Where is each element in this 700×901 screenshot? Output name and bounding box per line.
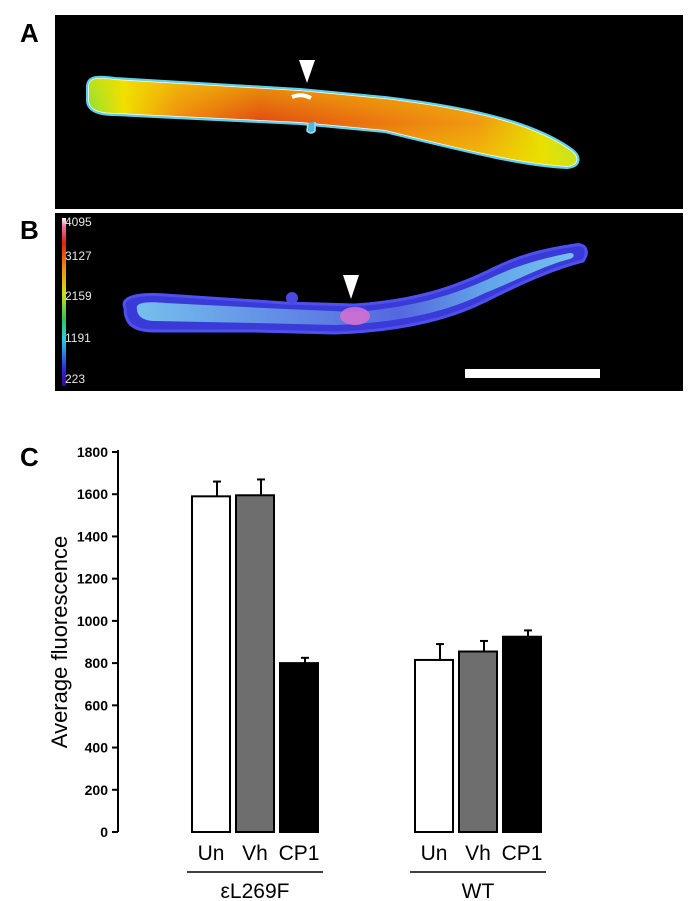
colorbar-label-3127: 3127 xyxy=(65,249,92,263)
bar-WT-Un xyxy=(414,658,454,833)
cell-a xyxy=(86,75,580,169)
category-label: Vh xyxy=(465,842,491,865)
colorbar xyxy=(62,218,66,386)
y-tick-label: 1400 xyxy=(77,528,108,544)
panel-a-micrograph xyxy=(55,15,683,209)
category-label: CP1 xyxy=(279,842,320,865)
y-tick-label: 1000 xyxy=(77,613,108,629)
bar-εL269F-Vh xyxy=(235,494,275,834)
y-tick-label: 200 xyxy=(85,782,109,798)
colorbar-label-1191: 1191 xyxy=(65,331,91,345)
colorbar-label-223: 223 xyxy=(65,372,86,386)
panel-b-micrograph: 4095 3127 2159 1191 223 xyxy=(55,213,683,391)
y-tick-label: 0 xyxy=(100,824,108,840)
scale-bar xyxy=(465,369,600,378)
y-axis-label: Average fluorescence xyxy=(47,536,72,748)
colorbar-label-2159: 2159 xyxy=(65,289,92,303)
bar-WT-Vh xyxy=(458,650,498,833)
panel-a-label: A xyxy=(20,18,39,48)
arrowhead-a xyxy=(299,60,315,83)
y-tick-label: 800 xyxy=(85,655,109,671)
y-tick-label: 1600 xyxy=(77,486,108,502)
bar-εL269F-Un xyxy=(191,495,231,833)
group-label: εL269F xyxy=(221,880,290,901)
y-tick-label: 1800 xyxy=(77,444,108,460)
bar-chart: 0 200 400 600 800 1000 1200 1400 1600 1800 Average… xyxy=(47,444,546,901)
panel-b-label: B xyxy=(20,215,39,245)
panel-c-label: C xyxy=(20,442,39,472)
category-label: Vh xyxy=(242,842,268,865)
y-tick-label: 600 xyxy=(85,697,109,713)
category-label: Un xyxy=(198,842,225,865)
y-tick-label: 400 xyxy=(85,740,109,756)
cell-b xyxy=(122,243,588,335)
group-label: WT xyxy=(462,880,495,901)
bar-εL269F-CP1 xyxy=(279,662,319,833)
arrowhead-b xyxy=(343,275,359,299)
category-label: CP1 xyxy=(502,842,543,865)
y-tick-label: 1200 xyxy=(77,571,108,587)
category-label: Un xyxy=(421,842,448,865)
colorbar-label-4095: 4095 xyxy=(65,215,92,229)
bar-WT-CP1 xyxy=(502,635,542,833)
